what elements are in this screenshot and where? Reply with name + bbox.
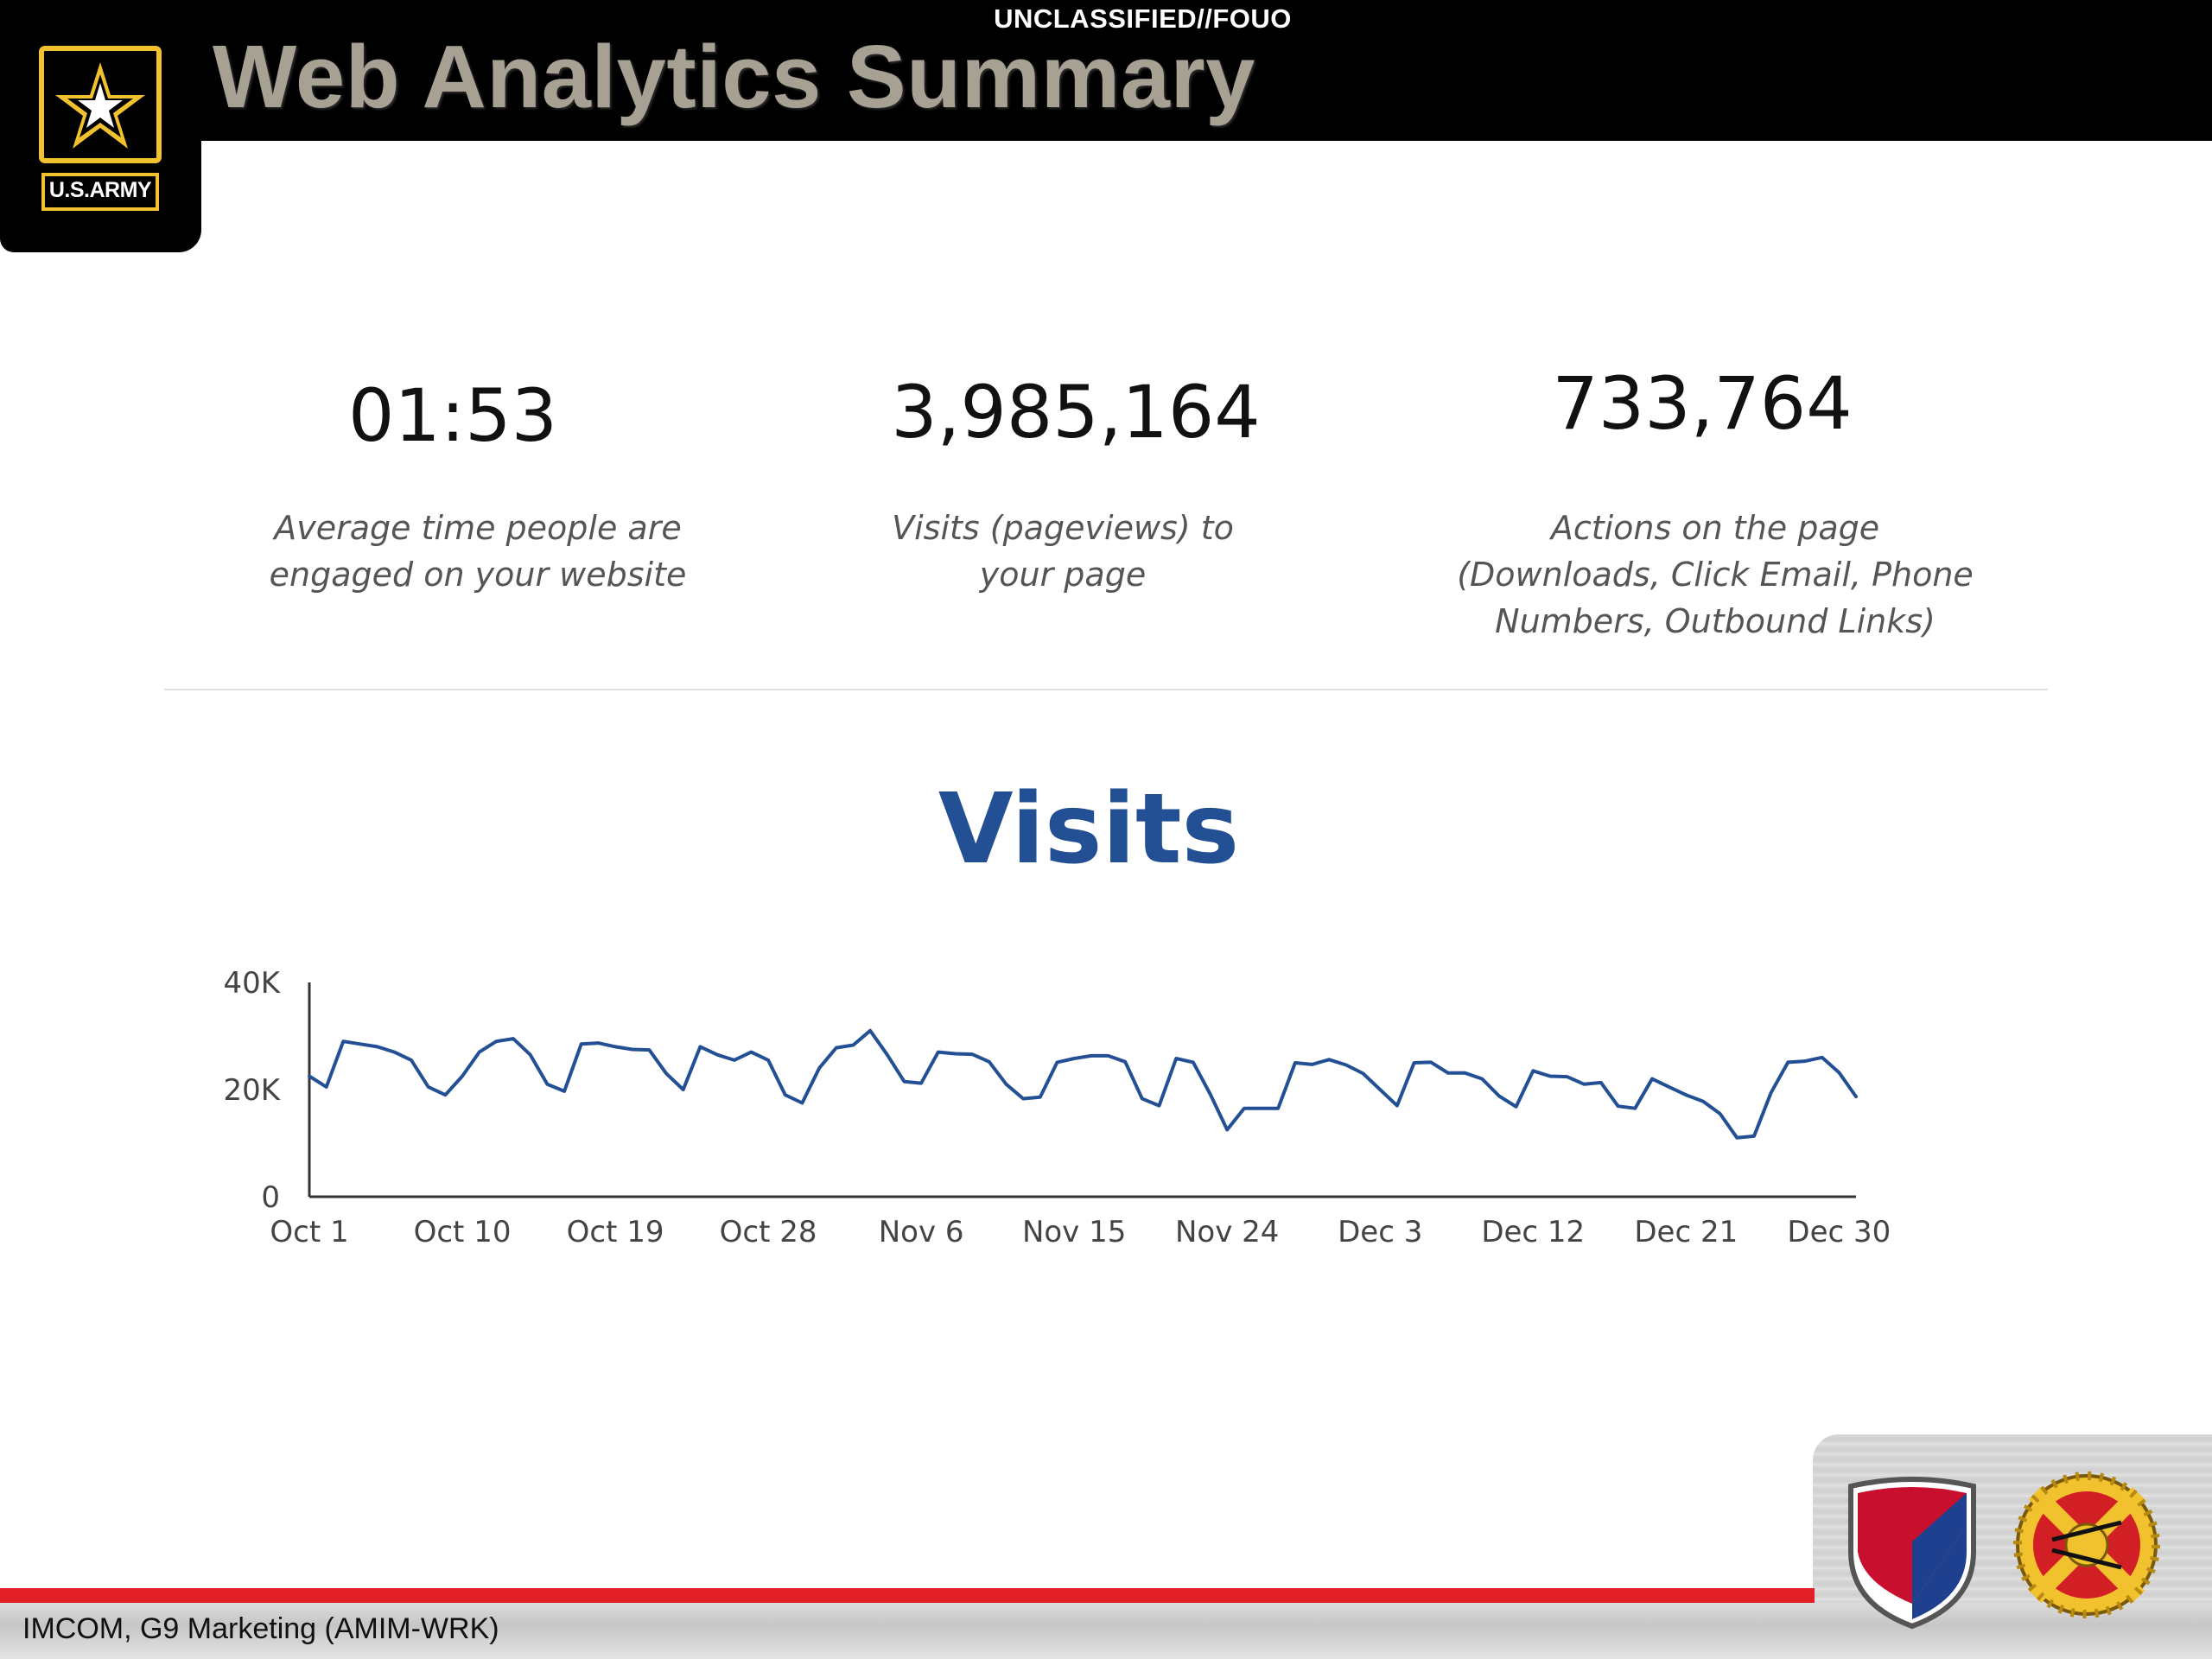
chart-title: Visits bbox=[938, 773, 1240, 886]
kpi-actions-value: 733,764 bbox=[1552, 361, 1853, 446]
visits-series-line bbox=[308, 1028, 1858, 1140]
x-tick-label: Nov 24 bbox=[1175, 1215, 1279, 1249]
kpi-avg-time-caption: Average time people are engaged on your … bbox=[216, 505, 740, 598]
section-divider bbox=[164, 689, 2048, 690]
x-tick-label: Oct 1 bbox=[270, 1215, 348, 1249]
kpi-avg-time-value: 01:53 bbox=[347, 373, 558, 458]
amc-shield-logo bbox=[1848, 1477, 1976, 1630]
x-tick-label: Dec 21 bbox=[1634, 1215, 1738, 1249]
kpi-visits-caption: Visits (pageviews) to your page bbox=[838, 505, 1287, 598]
kpi-visits-value: 3,985,164 bbox=[891, 370, 1261, 454]
y-tick-label: 40K bbox=[223, 966, 281, 1001]
imcom-crest-logo bbox=[2013, 1471, 2160, 1618]
army-star-logo bbox=[39, 46, 162, 211]
x-tick-label: Dec 30 bbox=[1787, 1215, 1891, 1249]
kpi-caption-line: (Downloads, Click Email, Phone bbox=[1457, 556, 1974, 594]
y-tick-label: 20K bbox=[223, 1073, 281, 1108]
x-tick-label: Nov 15 bbox=[1022, 1215, 1126, 1249]
x-tick-label: Nov 6 bbox=[879, 1215, 964, 1249]
army-logo-text: U.S.ARMY bbox=[48, 178, 152, 202]
header-bar bbox=[0, 0, 2212, 141]
kpi-caption-line: engaged on your website bbox=[269, 556, 687, 594]
kpi-caption-line: Actions on the page bbox=[1550, 509, 1880, 547]
footer-red-stripe bbox=[0, 1588, 1815, 1603]
x-tick-label: Dec 12 bbox=[1481, 1215, 1585, 1249]
footer-strip bbox=[0, 1603, 2212, 1659]
kpi-actions-caption: Actions on the page (Downloads, Click Em… bbox=[1434, 505, 1996, 645]
y-tick-label: 0 bbox=[261, 1180, 280, 1215]
kpi-caption-line: Numbers, Outbound Links) bbox=[1495, 602, 1936, 640]
x-tick-label: Oct 28 bbox=[720, 1215, 817, 1249]
classification-marking: UNCLASSIFIED//FOUO bbox=[994, 3, 1292, 34]
x-tick-label: Oct 10 bbox=[414, 1215, 512, 1249]
x-tick-label: Oct 19 bbox=[567, 1215, 664, 1249]
kpi-caption-line: Average time people are bbox=[274, 509, 682, 547]
page-title: Web Analytics Summary bbox=[213, 27, 1255, 126]
footer-text: IMCOM, G9 Marketing (AMIM-WRK) bbox=[22, 1612, 499, 1645]
kpi-caption-line: Visits (pageviews) to bbox=[892, 509, 1234, 547]
kpi-caption-line: your page bbox=[979, 556, 1147, 594]
x-tick-label: Dec 3 bbox=[1338, 1215, 1422, 1249]
